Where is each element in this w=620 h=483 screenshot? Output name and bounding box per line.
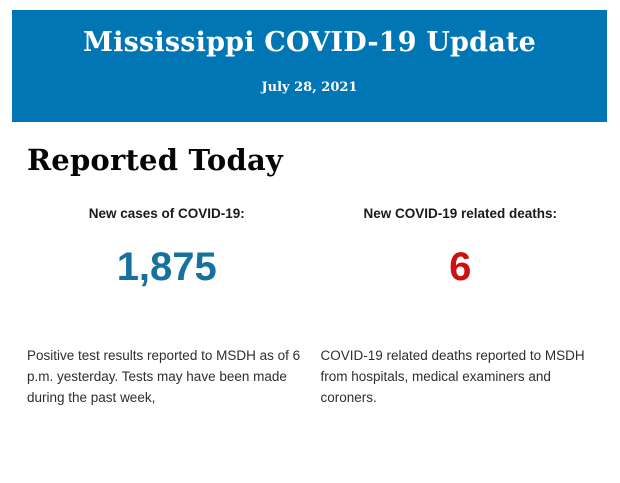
banner-date: July 28, 2021	[261, 80, 358, 95]
newsletter-banner: Mississippi COVID-19 Update July 28, 202…	[12, 10, 607, 122]
stat-value-new-cases: 1,875	[116, 245, 217, 289]
banner-title: Mississippi COVID-19 Update	[83, 27, 536, 58]
stat-card-deaths: New COVID-19 related deaths: 6 COVID-19 …	[321, 206, 601, 408]
stat-description-new-cases: Positive test results reported to MSDH a…	[27, 348, 301, 405]
stat-description-deaths: COVID-19 related deaths reported to MSDH…	[320, 348, 585, 405]
report-content: Reported Today New cases of COVID-19: 1,…	[27, 122, 600, 408]
section-heading: Reported Today	[27, 143, 283, 177]
stat-value-deaths: 6	[449, 245, 472, 289]
stats-grid: New cases of COVID-19: 1,875 Positive te…	[27, 206, 600, 408]
stat-label-deaths: New COVID-19 related deaths:	[363, 206, 558, 221]
stat-label-new-cases: New cases of COVID-19:	[88, 206, 245, 221]
stat-card-new-cases: New cases of COVID-19: 1,875 Positive te…	[27, 206, 307, 408]
